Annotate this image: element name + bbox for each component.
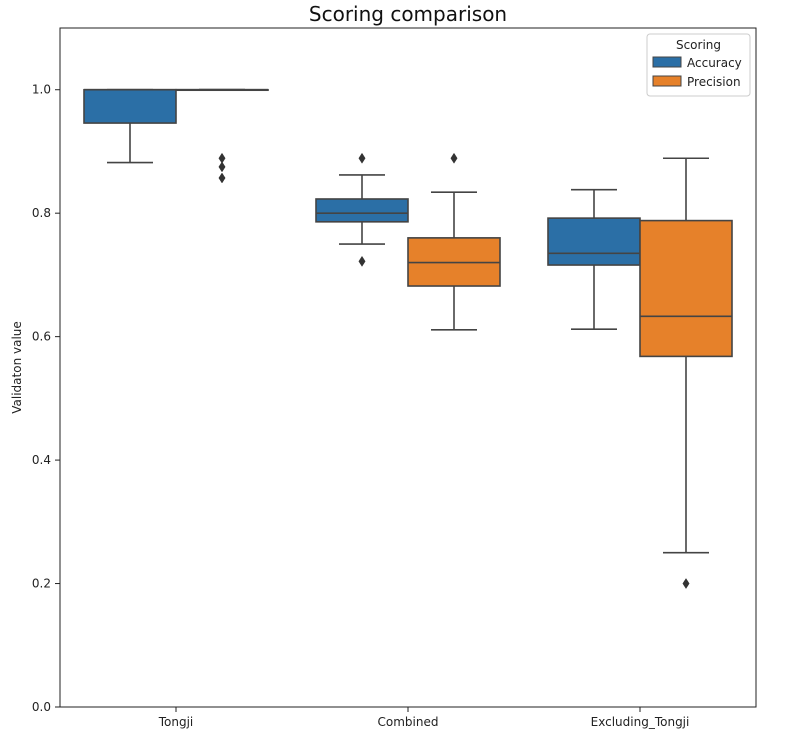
box-precision-excluding_tongji (639, 157, 733, 590)
y-tick-label: 0.8 (32, 206, 51, 220)
x-tick-label: Tongji (158, 715, 194, 729)
box-accuracy-tongji (83, 88, 177, 164)
outlier-point (358, 152, 366, 164)
outlier-point (450, 152, 458, 164)
outlier-point (358, 255, 366, 267)
y-axis-label: Validaton value (10, 321, 24, 414)
legend-entry-accuracy: Accuracy (687, 56, 742, 70)
x-tick-label: Combined (378, 715, 439, 729)
y-tick-label: 0.6 (32, 330, 51, 344)
outlier-point (218, 161, 226, 173)
outlier-point (682, 578, 690, 590)
box-precision-tongji (175, 88, 269, 184)
y-tick-label: 1.0 (32, 83, 51, 97)
iqr-box (639, 219, 733, 358)
y-tick-label: 0.0 (32, 700, 51, 714)
box-accuracy-excluding_tongji (547, 188, 641, 331)
iqr-box (83, 88, 177, 124)
iqr-box (547, 217, 641, 266)
iqr-box (315, 198, 409, 223)
legend-entry-precision: Precision (687, 75, 741, 89)
outlier-point (218, 172, 226, 184)
box-accuracy-combined (315, 152, 409, 267)
plot-area-frame (59, 27, 757, 708)
y-tick-label: 0.2 (32, 577, 51, 591)
y-tick-label: 0.4 (32, 453, 51, 467)
x-tick-label: Excluding_Tongji (591, 715, 690, 729)
legend-swatch-precision (652, 75, 682, 87)
legend-title: Scoring (676, 38, 721, 52)
box-precision-combined (407, 152, 501, 331)
legend-swatch-accuracy (652, 56, 682, 68)
chart-title: Scoring comparison (309, 2, 507, 26)
legend: Scoring Accuracy Precision (646, 33, 751, 97)
